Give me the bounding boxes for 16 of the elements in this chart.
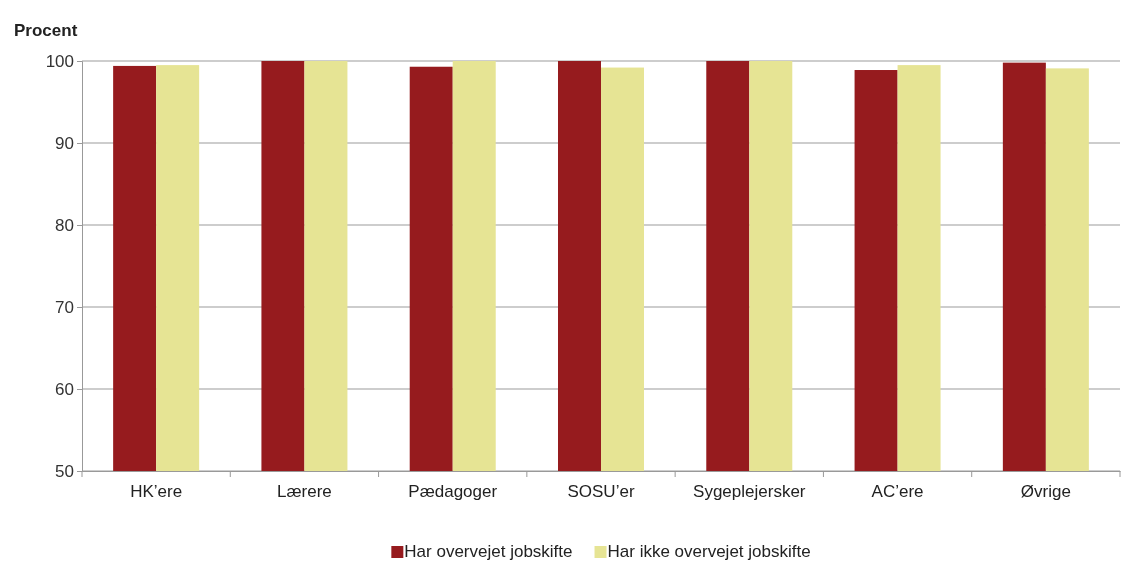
y-tick-label: 100: [45, 51, 74, 71]
x-tick-label: AC’ere: [871, 482, 924, 502]
x-tick-label: Øvrige: [1020, 482, 1071, 502]
legend-label: Har ikke overvejet jobskifte: [607, 542, 811, 561]
y-tick-label: 50: [55, 461, 74, 481]
x-tick-label: SOSU’er: [567, 482, 635, 502]
y-tick-label: 80: [55, 215, 74, 235]
y-tick-label: 70: [55, 297, 74, 317]
y-axis-title: Procent: [14, 21, 78, 40]
x-tick-label: Sygeplejersker: [693, 482, 806, 502]
y-tick-label: 90: [55, 133, 74, 153]
x-tick-label: HK’ere: [130, 482, 183, 502]
legend-label: Har overvejet jobskifte: [404, 542, 573, 561]
x-tick-label: Pædagoger: [408, 482, 498, 502]
x-tick-label: Lærere: [277, 482, 332, 502]
y-tick-label: 60: [55, 379, 74, 399]
